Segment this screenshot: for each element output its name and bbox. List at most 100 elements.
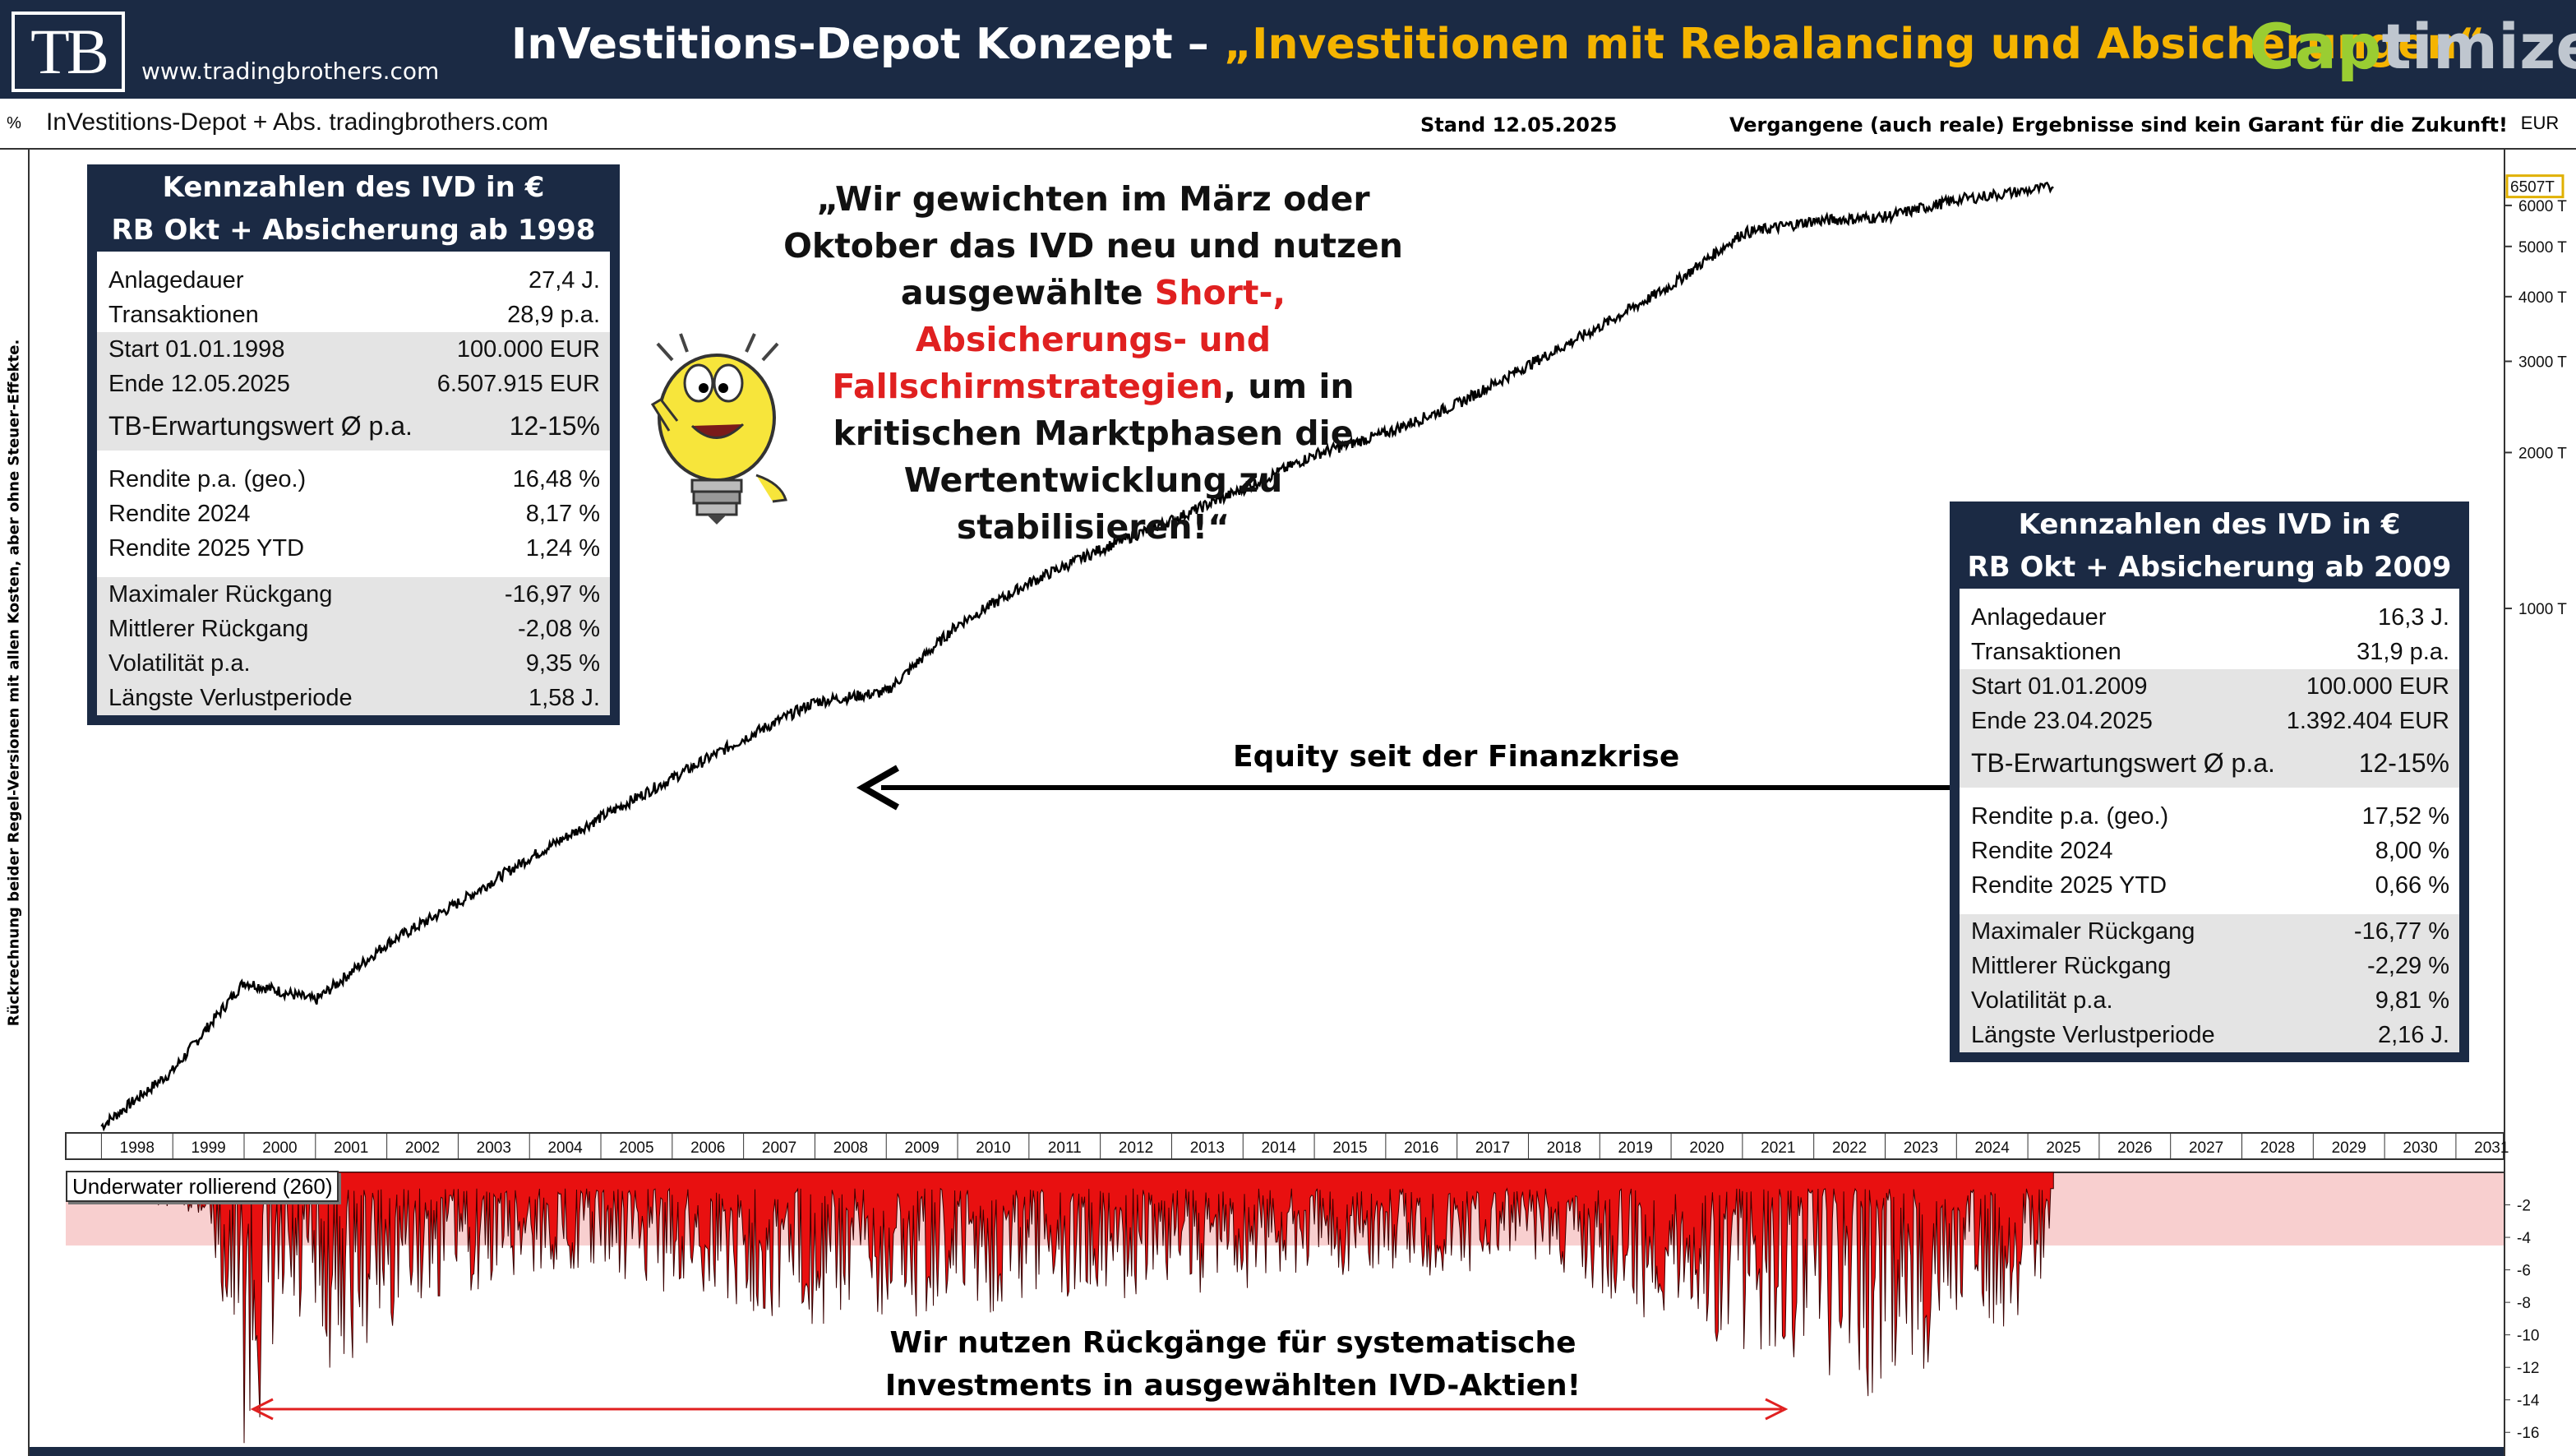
kpi-value: 8,00 % <box>2375 838 2449 864</box>
arrow-left-icon <box>856 765 1950 811</box>
kpi-label: Maximaler Rückgang <box>108 581 333 608</box>
year-label: 1999 <box>191 1139 225 1157</box>
equity-label: Equity seit der Finanzkrise <box>1233 740 1680 774</box>
brand-part2: timizer <box>2381 10 2576 83</box>
kpi-label: Rendite 2024 <box>108 501 251 527</box>
kpi-label: Rendite p.a. (geo.) <box>1971 803 2169 830</box>
kpi-label: Rendite p.a. (geo.) <box>108 466 307 492</box>
y-tick-label: 5000 T <box>2518 239 2567 257</box>
year-label: 2014 <box>1262 1139 1297 1157</box>
quote-red: Short-, Absicherungs- und Fallschirmstra… <box>832 273 1286 406</box>
kpi-label: Volatilität p.a. <box>1971 987 2113 1014</box>
kpi-value: -16,97 % <box>504 581 600 608</box>
disclaimer: Vergangene (auch reale) Ergebnisse sind … <box>1729 113 2508 136</box>
uw-tick-label: -12 <box>2517 1360 2539 1377</box>
year-label: 2004 <box>547 1139 583 1157</box>
year-label: 2023 <box>1904 1139 1938 1157</box>
kpi-label: Start 01.01.1998 <box>108 336 285 363</box>
year-label: 2028 <box>2260 1139 2295 1157</box>
kpi-value: 9,81 % <box>2375 987 2449 1014</box>
kpi-row: Längste Verlustperiode 1,58 J. <box>97 681 610 715</box>
kpi-label: Längste Verlustperiode <box>108 685 353 711</box>
year-label: 2022 <box>1832 1139 1867 1157</box>
underwater-note: Wir nutzen Rückgänge für systematische I… <box>884 1326 1581 1403</box>
kpi-label: Start 01.01.2009 <box>1971 673 2148 700</box>
year-label: 2008 <box>833 1139 868 1157</box>
currency-label: EUR <box>2504 99 2576 150</box>
title-highlight: „Investitionen mit Rebalancing und Absic… <box>1223 20 2486 69</box>
kpi-value: 100.000 EUR <box>456 336 600 363</box>
uw-tick-label: -16 <box>2517 1425 2539 1442</box>
kpi-row-expectation: TB-Erwartungswert Ø p.a. 12-15% <box>1960 738 2459 788</box>
kpi-value: 12-15% <box>2358 748 2449 778</box>
kpi-2009-body: Anlagedauer 16,3 J. Transaktionen 31,9 p.a… <box>1960 589 2459 1052</box>
year-label: 2025 <box>2046 1139 2080 1157</box>
kpi-label: Ende 23.04.2025 <box>1971 708 2153 734</box>
kpi-value: 6.507.915 EUR <box>436 371 600 397</box>
uw-tick-label: -4 <box>2517 1230 2531 1247</box>
kpi-row-expectation: TB-Erwartungswert Ø p.a. 12-15% <box>97 401 610 451</box>
uw-tick-label: -6 <box>2517 1263 2531 1280</box>
uw-tick-label: -2 <box>2517 1198 2531 1215</box>
year-label: 2026 <box>2117 1139 2152 1157</box>
y-tick-label: 3000 T <box>2518 354 2567 372</box>
kpi-1998-body: Anlagedauer 27,4 J. Transaktionen 28,9 p.a… <box>97 252 610 715</box>
equity-layer <box>100 181 2054 1132</box>
kpi-label: Längste Verlustperiode <box>1971 1022 2215 1048</box>
year-label: 2018 <box>1547 1139 1581 1157</box>
kpi-value: 12-15% <box>509 411 600 441</box>
kpi-row: Start 01.01.1998 100.000 EUR <box>97 332 610 367</box>
quote-part1: „Wir gewichten im März oder Oktober das … <box>783 179 1403 312</box>
lightbulb-mascot-icon <box>650 333 787 525</box>
year-label: 2006 <box>690 1139 725 1157</box>
kpi-2009-title: Kennzahlen des IVD in € <box>2018 508 2401 541</box>
kpi-value: 1.392.404 EUR <box>2286 708 2449 734</box>
captimizer-logo: Captimizer <box>2249 10 2576 83</box>
y-tick-label: 1000 T <box>2518 601 2567 618</box>
kpi-row: Maximaler Rückgang -16,77 % <box>1960 914 2459 949</box>
last-value-label: 6507T <box>2510 179 2555 196</box>
y-tick-label: 4000 T <box>2518 289 2567 307</box>
left-axis-strip <box>0 99 30 1456</box>
kpi-label: TB-Erwartungswert Ø p.a. <box>1971 748 2275 778</box>
kpi-value: -2,29 % <box>2367 953 2449 979</box>
year-label: 2027 <box>2189 1139 2223 1157</box>
kpi-box-2009: Kennzahlen des IVD in € RB Okt + Absiche… <box>1950 502 2469 1062</box>
logo-url[interactable]: www.tradingbrothers.com <box>141 58 440 85</box>
kpi-label: Mittlerer Rückgang <box>1971 953 2172 979</box>
year-label: 2031 <box>2474 1139 2509 1157</box>
uw-tick-label: -10 <box>2517 1328 2539 1345</box>
kpi-row: Rendite 2024 8,00 % <box>1960 834 2459 868</box>
kpi-row: Volatilität p.a. 9,81 % <box>1960 983 2459 1018</box>
kpi-value: 1,58 J. <box>528 685 600 711</box>
stand-date: Stand 12.05.2025 <box>1420 113 1618 136</box>
kpi-label: Ende 12.05.2025 <box>108 371 290 397</box>
year-label: 1998 <box>120 1139 155 1157</box>
kpi-row: Rendite 2025 YTD 0,66 % <box>1960 868 2459 903</box>
kpi-value: -16,77 % <box>2353 918 2449 945</box>
year-label: 2016 <box>1404 1139 1438 1157</box>
year-label: 2010 <box>976 1139 1010 1157</box>
year-label: 2015 <box>1332 1139 1367 1157</box>
year-label: 2005 <box>619 1139 653 1157</box>
year-label: 2021 <box>1761 1139 1795 1157</box>
kpi-value: 100.000 EUR <box>2306 673 2449 700</box>
year-label: 2003 <box>477 1139 511 1157</box>
year-label: 2029 <box>2332 1139 2366 1157</box>
tb-logo: TB <box>12 12 125 92</box>
header-bar <box>0 0 2576 99</box>
year-label: 2002 <box>405 1139 440 1157</box>
brand-part1: Cap <box>2249 10 2382 83</box>
kpi-label: Rendite 2025 YTD <box>1971 872 2167 899</box>
kpi-row: Rendite 2025 YTD 1,24 % <box>97 531 610 566</box>
axis-layer: 1998 1999 2000 2001 2002 2003 2004 2005 2006 2007… <box>100 174 2567 1442</box>
kpi-row: Anlagedauer 16,3 J. <box>1960 600 2459 635</box>
year-label: 2001 <box>334 1139 368 1157</box>
kpi-value: 17,52 % <box>2361 803 2449 830</box>
year-label: 2013 <box>1190 1139 1225 1157</box>
kpi-value: 2,16 J. <box>2377 1022 2449 1048</box>
kpi-row: Rendite 2024 8,17 % <box>97 497 610 531</box>
kpi-row: Anlagedauer 27,4 J. <box>97 263 610 298</box>
chart-topbar <box>28 99 2504 150</box>
